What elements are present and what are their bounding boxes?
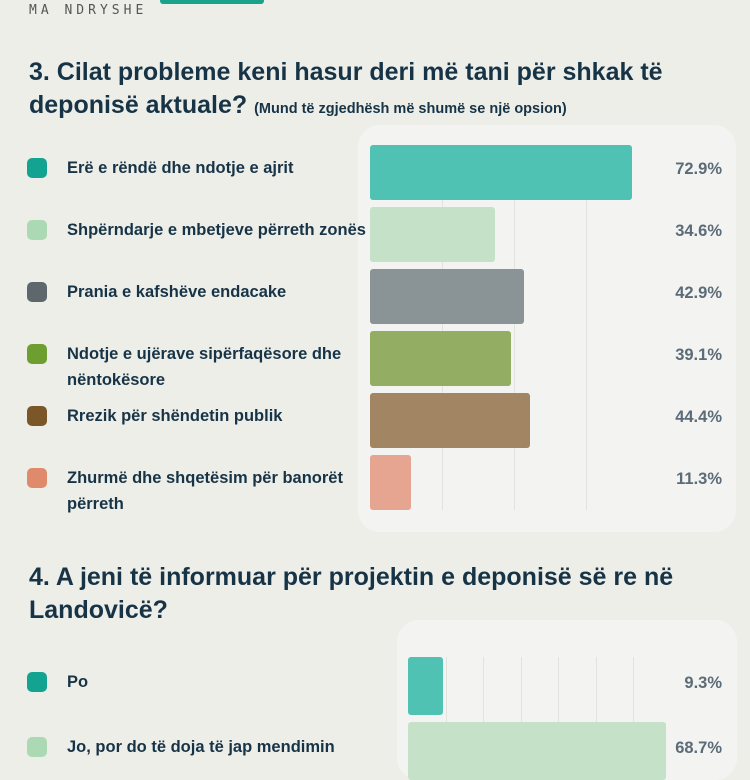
legend-item: Ndotje e ujërave sipërfaqësore dhe nënto… (27, 344, 367, 393)
gridline (633, 657, 634, 760)
value-label: 44.4% (675, 408, 722, 426)
value-label: 42.9% (675, 284, 722, 302)
legend-item: Zhurmë dhe shqetësim për banorët përreth (27, 468, 367, 517)
legend-label: Zhurmë dhe shqetësim për banorët përreth (67, 469, 343, 513)
legend-item: Erë e rëndë dhe ndotje e ajrit (27, 158, 367, 181)
bar (370, 331, 511, 386)
legend-item: Jo, por do të doja të jap mendimin (27, 737, 367, 760)
legend-label: Shpërndarje e mbetjeve përreth zonës (67, 221, 366, 239)
q3-title-text: 3. Cilat probleme keni hasur deri më tan… (29, 58, 663, 119)
legend-swatch (27, 344, 47, 364)
legend-swatch (27, 468, 47, 488)
bar (370, 455, 411, 510)
gridline (558, 657, 559, 760)
gridline (595, 657, 597, 760)
value-label: 68.7% (675, 739, 722, 757)
legend-label: Jo, por do të doja të jap mendimin (67, 738, 335, 756)
q4-title: 4. A jeni të informuar për projektin e d… (29, 563, 674, 624)
legend-swatch (27, 158, 47, 178)
legend-label: Prania e kafshëve endacake (67, 283, 287, 301)
legend-swatch (27, 672, 47, 692)
gridline (520, 657, 522, 760)
value-label: 34.6% (675, 222, 722, 240)
gridline (586, 145, 587, 510)
bar (370, 393, 530, 448)
gridline (445, 657, 447, 760)
q3-subtitle: (Mund të zgjedhësh më shumë se një opsio… (254, 101, 567, 117)
legend-item: Shpërndarje e mbetjeve përreth zonës (27, 220, 367, 243)
legend-swatch (27, 737, 47, 757)
gridline (483, 657, 484, 760)
legend-swatch (27, 406, 47, 426)
value-label: 11.3% (676, 470, 722, 488)
bar (408, 722, 666, 780)
value-label: 72.9% (675, 160, 722, 178)
bar (408, 657, 443, 715)
gridline (442, 145, 443, 510)
legend-swatch (27, 220, 47, 240)
legend-label: Rrezik për shëndetin publik (67, 407, 283, 425)
legend-label: Erë e rëndë dhe ndotje e ajrit (67, 159, 294, 177)
brand-logo-text: MA NDRYSHE (29, 3, 148, 18)
gridline (514, 145, 515, 510)
value-label: 9.3% (684, 674, 722, 692)
legend-swatch (27, 282, 47, 302)
legend-item: Po (27, 672, 367, 695)
logo (160, 0, 264, 4)
legend-item: Prania e kafshëve endacake (27, 282, 367, 305)
value-label: 39.1% (675, 346, 722, 364)
legend-label: Po (67, 673, 89, 691)
legend-label: Ndotje e ujërave sipërfaqësore dhe nënto… (67, 345, 342, 389)
bar (370, 207, 495, 262)
bar (370, 145, 633, 200)
legend-item: Rrezik për shëndetin publik (27, 406, 367, 429)
bar (370, 269, 525, 324)
q3-title: 3. Cilat probleme keni hasur deri më tan… (29, 56, 729, 126)
